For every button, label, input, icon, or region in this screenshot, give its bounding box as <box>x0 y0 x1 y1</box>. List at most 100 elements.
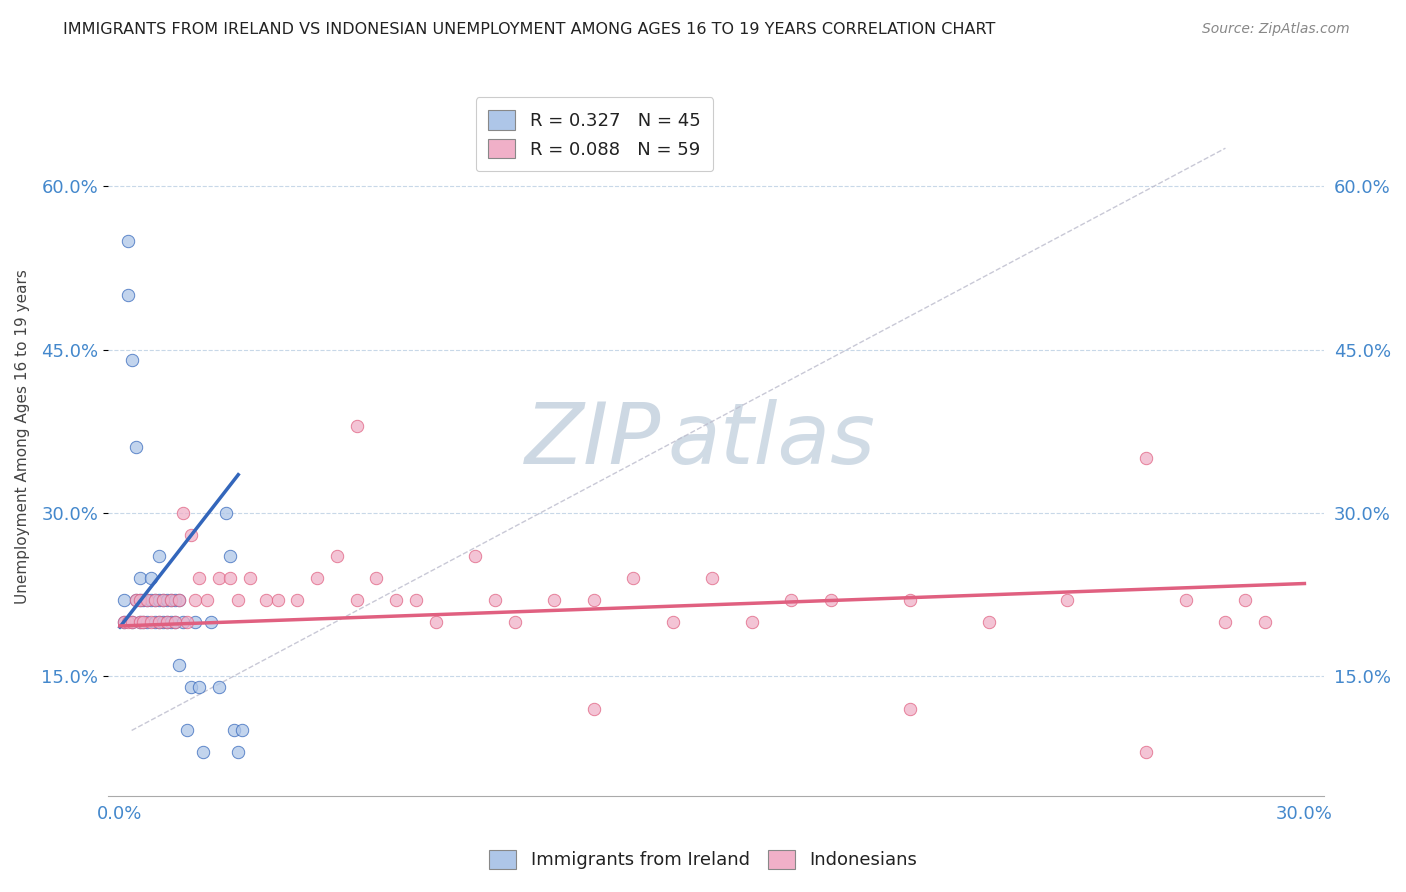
Point <box>132 615 155 629</box>
Point <box>141 615 163 629</box>
Point <box>254 592 277 607</box>
Point <box>219 549 242 564</box>
Point <box>346 418 368 433</box>
Point <box>226 592 249 607</box>
Point <box>132 615 155 629</box>
Point <box>121 353 143 368</box>
Point <box>239 571 262 585</box>
Text: IMMIGRANTS FROM IRELAND VS INDONESIAN UNEMPLOYMENT AMONG AGES 16 TO 19 YEARS COR: IMMIGRANTS FROM IRELAND VS INDONESIAN UN… <box>63 22 995 37</box>
Point <box>172 615 194 629</box>
Point <box>582 701 605 715</box>
Point <box>307 571 329 585</box>
Point <box>1135 745 1157 759</box>
Point <box>167 592 190 607</box>
Point <box>231 723 253 738</box>
Point <box>152 592 174 607</box>
Point <box>464 549 486 564</box>
Point <box>207 571 229 585</box>
Point <box>326 549 349 564</box>
Point <box>160 592 183 607</box>
Point <box>187 571 209 585</box>
Point <box>128 592 150 607</box>
Point <box>405 592 427 607</box>
Point <box>184 592 207 607</box>
Text: atlas: atlas <box>668 399 876 482</box>
Point <box>165 592 187 607</box>
Point <box>741 615 763 629</box>
Point <box>124 592 146 607</box>
Point <box>172 506 194 520</box>
Point <box>128 615 150 629</box>
Point <box>191 745 214 759</box>
Point <box>195 592 218 607</box>
Point <box>117 615 139 629</box>
Point <box>136 592 159 607</box>
Point <box>287 592 309 607</box>
Point <box>132 592 155 607</box>
Point <box>582 592 605 607</box>
Point <box>136 592 159 607</box>
Point <box>160 615 183 629</box>
Point <box>226 745 249 759</box>
Point <box>503 615 526 629</box>
Legend: R = 0.327   N = 45, R = 0.088   N = 59: R = 0.327 N = 45, R = 0.088 N = 59 <box>475 97 713 171</box>
Point <box>346 592 368 607</box>
Point <box>700 571 723 585</box>
Point <box>148 615 170 629</box>
Point <box>1234 592 1257 607</box>
Point <box>165 615 187 629</box>
Point <box>141 571 163 585</box>
Point <box>117 234 139 248</box>
Point <box>977 615 1000 629</box>
Point <box>152 592 174 607</box>
Point <box>187 680 209 694</box>
Point <box>1135 451 1157 466</box>
Point <box>156 615 179 629</box>
Point <box>148 549 170 564</box>
Point <box>165 615 187 629</box>
Point <box>121 615 143 629</box>
Point <box>128 571 150 585</box>
Point <box>1215 615 1237 629</box>
Point <box>780 592 803 607</box>
Point <box>898 592 921 607</box>
Point <box>425 615 447 629</box>
Point <box>143 615 166 629</box>
Point <box>224 723 246 738</box>
Point <box>621 571 644 585</box>
Point <box>267 592 290 607</box>
Point <box>219 571 242 585</box>
Point <box>1254 615 1277 629</box>
Point <box>484 592 506 607</box>
Point <box>124 592 146 607</box>
Point <box>152 615 174 629</box>
Point <box>143 592 166 607</box>
Point <box>898 701 921 715</box>
Point <box>156 615 179 629</box>
Point <box>176 723 198 738</box>
Point <box>112 615 135 629</box>
Point <box>366 571 388 585</box>
Point <box>112 615 135 629</box>
Point <box>148 615 170 629</box>
Point <box>156 592 179 607</box>
Point <box>176 615 198 629</box>
Point <box>148 592 170 607</box>
Point <box>180 680 202 694</box>
Point <box>184 615 207 629</box>
Point <box>1174 592 1197 607</box>
Point <box>820 592 842 607</box>
Point <box>117 288 139 302</box>
Point <box>207 680 229 694</box>
Point <box>136 615 159 629</box>
Point <box>124 441 146 455</box>
Point <box>160 592 183 607</box>
Point <box>128 592 150 607</box>
Point <box>112 592 135 607</box>
Point <box>385 592 408 607</box>
Point <box>661 615 683 629</box>
Y-axis label: Unemployment Among Ages 16 to 19 years: Unemployment Among Ages 16 to 19 years <box>15 269 30 604</box>
Point <box>200 615 222 629</box>
Point <box>543 592 565 607</box>
Point <box>180 527 202 541</box>
